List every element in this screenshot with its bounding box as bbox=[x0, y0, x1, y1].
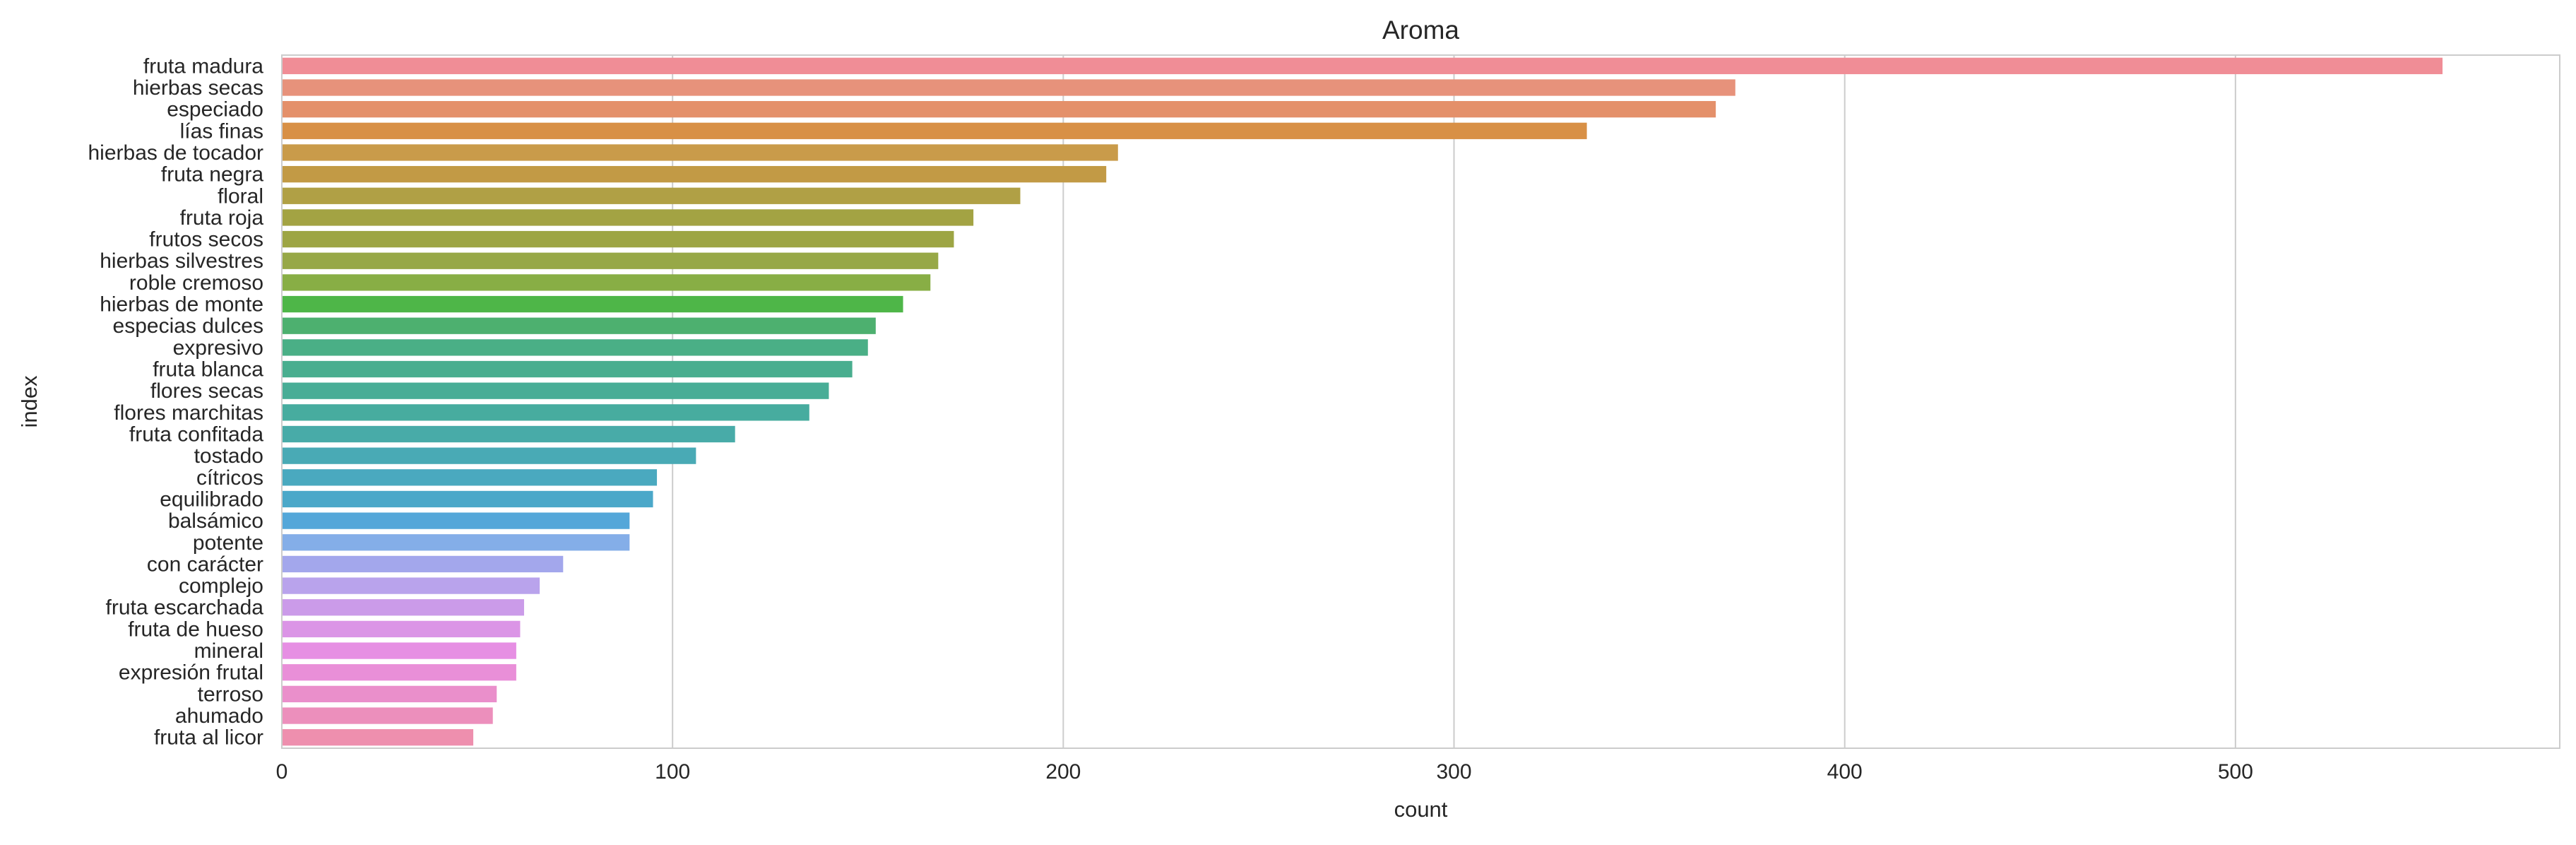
category-label: fruta blanca bbox=[153, 358, 263, 382]
bar bbox=[282, 512, 630, 529]
x-tick-label: 0 bbox=[276, 760, 288, 784]
category-label: fruta de hueso bbox=[128, 618, 263, 641]
bar bbox=[282, 317, 876, 334]
bar bbox=[282, 577, 540, 594]
category-label: fruta madura bbox=[143, 54, 263, 78]
category-label: potente bbox=[193, 531, 263, 555]
bar bbox=[282, 382, 829, 399]
category-label: fruta al licor bbox=[154, 726, 263, 750]
x-tick-label: 100 bbox=[655, 760, 690, 784]
x-axis-title: count bbox=[1394, 797, 1448, 822]
category-label: tostado bbox=[194, 444, 263, 468]
bar bbox=[282, 620, 521, 638]
category-label: expresivo bbox=[173, 336, 263, 360]
bar bbox=[282, 425, 735, 443]
bar bbox=[282, 295, 903, 313]
y-axis-title: index bbox=[17, 375, 42, 428]
bar bbox=[282, 447, 696, 464]
category-label: complejo bbox=[179, 574, 263, 598]
bar bbox=[282, 469, 658, 486]
bar bbox=[282, 555, 564, 573]
bar bbox=[282, 79, 1735, 96]
category-label: fruta negra bbox=[161, 163, 263, 187]
x-tick-label: 300 bbox=[1436, 760, 1471, 784]
category-label: hierbas de tocador bbox=[88, 141, 264, 165]
bar bbox=[282, 252, 939, 269]
bars bbox=[282, 57, 2443, 746]
x-tick-label: 200 bbox=[1045, 760, 1081, 784]
category-label: fruta roja bbox=[180, 206, 264, 230]
x-tick-label: 500 bbox=[2218, 760, 2253, 784]
bar bbox=[282, 230, 954, 248]
category-label: equilibrado bbox=[160, 488, 263, 511]
category-label: cítricos bbox=[196, 466, 263, 490]
bar bbox=[282, 404, 809, 421]
category-label: roble cremoso bbox=[129, 271, 263, 295]
category-label: balsámico bbox=[168, 509, 263, 533]
category-label: hierbas secas bbox=[133, 76, 263, 100]
chart-title: Aroma bbox=[1382, 16, 1459, 45]
bar bbox=[282, 122, 1587, 139]
bar bbox=[282, 57, 2443, 74]
category-label: flores secas bbox=[150, 379, 263, 403]
category-label: lías finas bbox=[180, 119, 263, 143]
bar bbox=[282, 100, 1716, 118]
category-label: terroso bbox=[198, 682, 263, 706]
category-label: especiado bbox=[167, 98, 263, 122]
x-tick-labels: 0 100 200 300 400 500 bbox=[276, 760, 2253, 784]
category-label: hierbas silvestres bbox=[100, 249, 263, 273]
bar bbox=[282, 339, 868, 356]
bar bbox=[282, 642, 516, 659]
category-label: fruta confitada bbox=[129, 422, 263, 446]
bar bbox=[282, 274, 931, 291]
bar bbox=[282, 360, 853, 378]
category-label: hierbas de monte bbox=[100, 293, 263, 317]
category-label: floral bbox=[218, 184, 263, 208]
category-label: con carácter bbox=[147, 552, 263, 576]
bar bbox=[282, 664, 516, 681]
plot-frame bbox=[281, 54, 2560, 749]
category-label: flores marchitas bbox=[114, 401, 263, 425]
bar bbox=[282, 729, 474, 746]
x-tick-label: 400 bbox=[1827, 760, 1863, 784]
bar bbox=[282, 599, 524, 616]
category-label: expresión frutal bbox=[119, 661, 263, 685]
category-label: fruta escarchada bbox=[106, 596, 264, 620]
bar bbox=[282, 165, 1107, 183]
bar bbox=[282, 144, 1118, 161]
bar bbox=[282, 187, 1021, 204]
bar bbox=[282, 490, 653, 508]
bar bbox=[282, 209, 974, 226]
category-label: frutos secos bbox=[149, 228, 263, 252]
category-label: mineral bbox=[194, 639, 263, 663]
bar bbox=[282, 707, 493, 724]
bar bbox=[282, 534, 630, 551]
bar bbox=[282, 685, 497, 703]
category-label: especias dulces bbox=[113, 314, 263, 338]
category-label: ahumado bbox=[175, 704, 263, 728]
